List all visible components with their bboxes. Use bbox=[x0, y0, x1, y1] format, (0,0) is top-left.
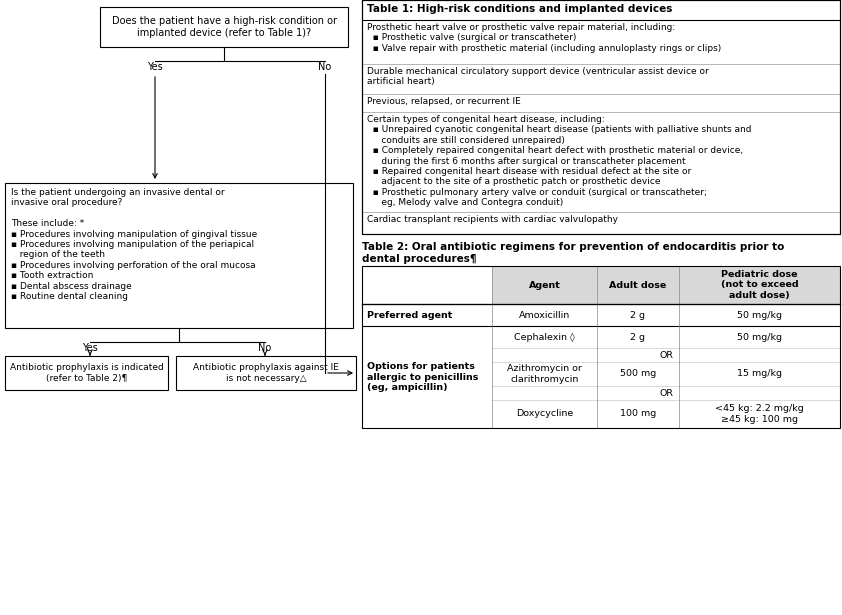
Bar bbox=[5, 183, 353, 328]
Bar bbox=[362, 0, 840, 234]
Text: Is the patient undergoing an invasive dental or
invasive oral procedure?

These : Is the patient undergoing an invasive de… bbox=[11, 188, 258, 301]
Text: Cephalexin ◊: Cephalexin ◊ bbox=[514, 332, 575, 342]
Text: 50 mg/kg: 50 mg/kg bbox=[737, 311, 782, 320]
Text: Agent: Agent bbox=[529, 280, 561, 290]
Text: Options for patients
allergic to penicillins
(eg, ampicillin): Options for patients allergic to penicil… bbox=[367, 362, 478, 392]
Text: Certain types of congenital heart disease, including:
  ▪ Unrepaired cyanotic co: Certain types of congenital heart diseas… bbox=[367, 115, 752, 207]
Text: 2 g: 2 g bbox=[631, 333, 646, 341]
Text: 2 g: 2 g bbox=[631, 311, 646, 320]
Text: Doxycycline: Doxycycline bbox=[516, 410, 573, 418]
Text: Prosthetic heart valve or prosthetic valve repair material, including:
  ▪ Prost: Prosthetic heart valve or prosthetic val… bbox=[367, 23, 722, 53]
Text: 15 mg/kg: 15 mg/kg bbox=[737, 370, 782, 378]
Bar bbox=[362, 266, 840, 428]
Text: OR: OR bbox=[659, 389, 673, 397]
Text: 100 mg: 100 mg bbox=[620, 410, 656, 418]
Text: OR: OR bbox=[659, 351, 673, 360]
Text: Table 1: High-risk conditions and implanted devices: Table 1: High-risk conditions and implan… bbox=[367, 4, 673, 14]
Text: Cardiac transplant recipients with cardiac valvulopathy: Cardiac transplant recipients with cardi… bbox=[367, 215, 618, 224]
Text: Previous, relapsed, or recurrent IE: Previous, relapsed, or recurrent IE bbox=[367, 97, 520, 106]
Bar bbox=[176, 356, 356, 390]
Text: Preferred agent: Preferred agent bbox=[367, 311, 452, 320]
Text: Pediatric dose
(not to exceed
adult dose): Pediatric dose (not to exceed adult dose… bbox=[721, 270, 798, 300]
Text: Azithromycin or
clarithromycin: Azithromycin or clarithromycin bbox=[507, 364, 582, 384]
Text: Adult dose: Adult dose bbox=[610, 280, 667, 290]
Text: Amoxicillin: Amoxicillin bbox=[519, 311, 570, 320]
Text: Antibiotic prophylaxis against IE
is not necessary△: Antibiotic prophylaxis against IE is not… bbox=[193, 363, 339, 383]
Text: Antibiotic prophylaxis is indicated
(refer to Table 2)¶: Antibiotic prophylaxis is indicated (ref… bbox=[9, 363, 163, 383]
Text: Does the patient have a high-risk condition or
implanted device (refer to Table : Does the patient have a high-risk condit… bbox=[111, 16, 337, 38]
Text: No: No bbox=[258, 343, 272, 353]
Bar bbox=[100, 7, 348, 47]
Bar bbox=[362, 0, 840, 234]
Text: 500 mg: 500 mg bbox=[620, 370, 656, 378]
Text: 50 mg/kg: 50 mg/kg bbox=[737, 333, 782, 341]
Bar bbox=[492, 266, 840, 304]
Bar bbox=[5, 356, 168, 390]
Text: Yes: Yes bbox=[83, 343, 98, 353]
Text: Yes: Yes bbox=[147, 62, 163, 72]
Text: Table 2: Oral antibiotic regimens for prevention of endocarditis prior to
dental: Table 2: Oral antibiotic regimens for pr… bbox=[362, 242, 785, 264]
Text: Durable mechanical circulatory support device (ventricular assist device or
arti: Durable mechanical circulatory support d… bbox=[367, 67, 709, 86]
Text: <45 kg: 2.2 mg/kg
≥45 kg: 100 mg: <45 kg: 2.2 mg/kg ≥45 kg: 100 mg bbox=[715, 404, 804, 424]
Text: No: No bbox=[318, 62, 332, 72]
